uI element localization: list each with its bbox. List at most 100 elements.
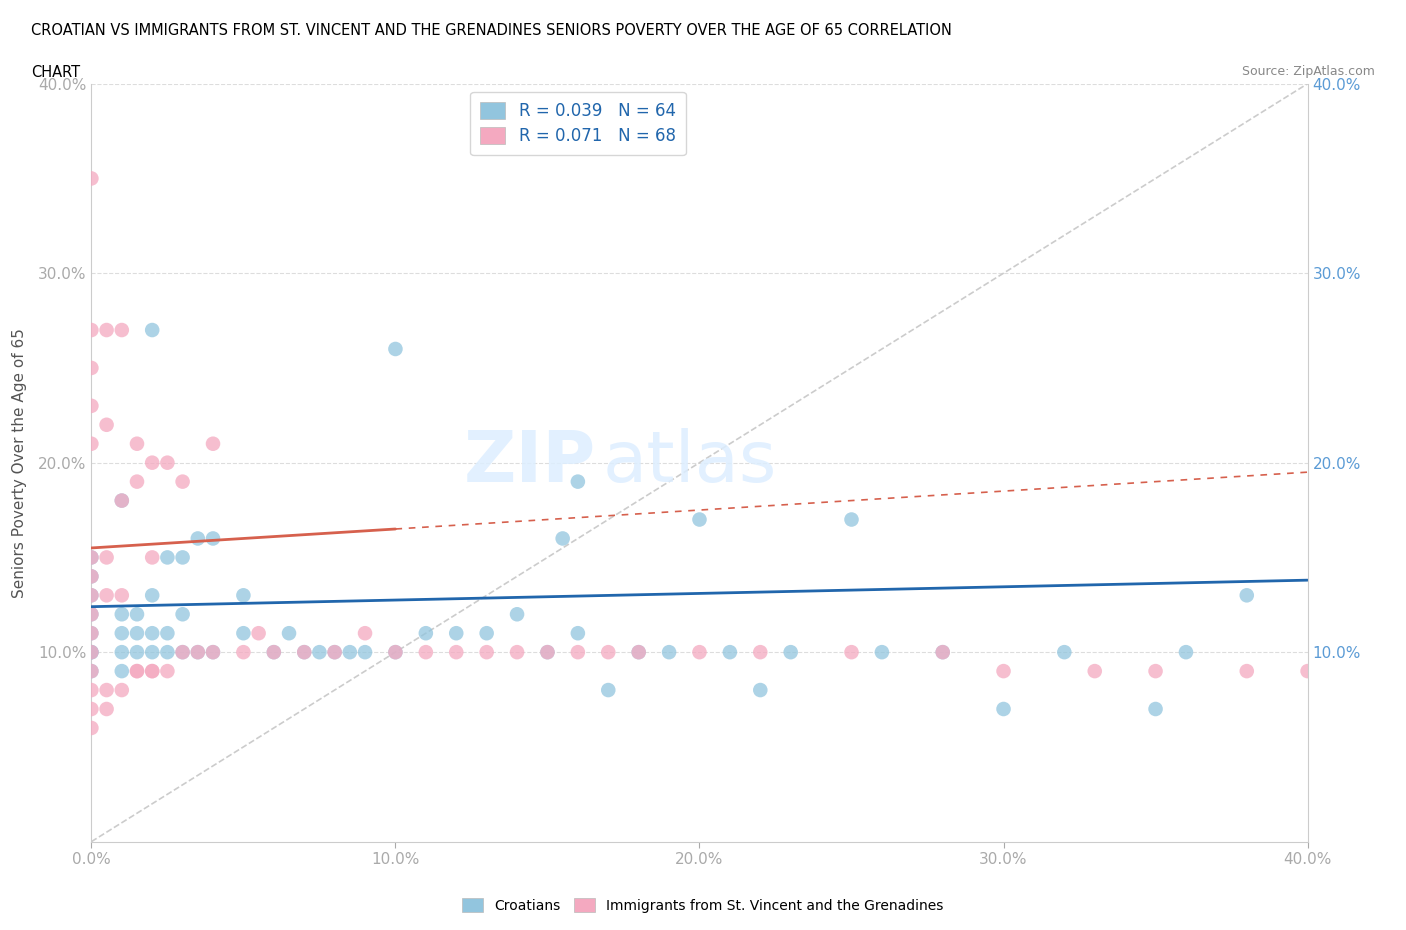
Point <box>339 644 361 659</box>
Point <box>172 607 194 622</box>
Point <box>80 607 103 622</box>
Point <box>718 644 741 659</box>
Point <box>308 644 330 659</box>
Point <box>292 644 315 659</box>
Text: Source: ZipAtlas.com: Source: ZipAtlas.com <box>1241 65 1375 78</box>
Point <box>247 626 270 641</box>
Point <box>263 644 285 659</box>
Point <box>232 644 254 659</box>
Point <box>111 493 134 508</box>
Point <box>263 644 285 659</box>
Point <box>323 644 346 659</box>
Point <box>156 456 179 471</box>
Point <box>111 683 134 698</box>
Point <box>627 644 650 659</box>
Point <box>278 626 301 641</box>
Legend: Croatians, Immigrants from St. Vincent and the Grenadines: Croatians, Immigrants from St. Vincent a… <box>457 893 949 919</box>
Point <box>598 683 620 698</box>
Point <box>141 664 163 679</box>
Point <box>536 644 558 659</box>
Point <box>415 644 437 659</box>
Point <box>749 683 772 698</box>
Point <box>80 588 103 603</box>
Point <box>627 644 650 659</box>
Point <box>475 626 498 641</box>
Point <box>80 626 103 641</box>
Text: CROATIAN VS IMMIGRANTS FROM ST. VINCENT AND THE GRENADINES SENIORS POVERTY OVER : CROATIAN VS IMMIGRANTS FROM ST. VINCENT … <box>31 23 952 38</box>
Point <box>779 644 801 659</box>
Point <box>80 323 103 338</box>
Point <box>1084 664 1107 679</box>
Point <box>1174 644 1197 659</box>
Point <box>598 644 620 659</box>
Point <box>187 531 209 546</box>
Point <box>172 550 194 565</box>
Point <box>80 644 103 659</box>
Point <box>841 644 863 659</box>
Point <box>1296 664 1319 679</box>
Point <box>1236 664 1258 679</box>
Point <box>80 701 103 716</box>
Legend: R = 0.039   N = 64, R = 0.071   N = 68: R = 0.039 N = 64, R = 0.071 N = 68 <box>470 92 686 155</box>
Text: ZIP: ZIP <box>464 428 596 498</box>
Point <box>993 664 1015 679</box>
Point <box>111 607 134 622</box>
Point <box>80 664 103 679</box>
Point <box>232 588 254 603</box>
Point <box>141 588 163 603</box>
Point <box>202 531 225 546</box>
Point <box>931 644 953 659</box>
Point <box>870 644 893 659</box>
Point <box>536 644 558 659</box>
Point <box>202 644 225 659</box>
Y-axis label: Seniors Poverty Over the Age of 65: Seniors Poverty Over the Age of 65 <box>11 327 27 598</box>
Point <box>187 644 209 659</box>
Point <box>80 550 103 565</box>
Point <box>292 644 315 659</box>
Point <box>1144 664 1167 679</box>
Point <box>96 701 118 716</box>
Point <box>96 550 118 565</box>
Point <box>384 644 406 659</box>
Point <box>993 701 1015 716</box>
Point <box>125 436 148 451</box>
Point <box>688 512 710 527</box>
Point <box>931 644 953 659</box>
Point <box>111 323 134 338</box>
Point <box>156 550 179 565</box>
Point <box>80 398 103 413</box>
Point <box>125 607 148 622</box>
Point <box>125 626 148 641</box>
Point <box>141 550 163 565</box>
Point <box>415 626 437 641</box>
Point <box>80 171 103 186</box>
Point <box>96 323 118 338</box>
Point <box>354 626 377 641</box>
Point <box>96 683 118 698</box>
Point <box>141 456 163 471</box>
Point <box>506 644 529 659</box>
Point <box>567 626 589 641</box>
Point <box>80 626 103 641</box>
Point <box>202 436 225 451</box>
Point <box>506 607 529 622</box>
Point <box>125 664 148 679</box>
Point <box>444 626 467 641</box>
Point <box>96 588 118 603</box>
Point <box>172 474 194 489</box>
Point <box>232 626 254 641</box>
Point <box>80 569 103 584</box>
Point <box>80 664 103 679</box>
Point <box>80 607 103 622</box>
Point <box>1236 588 1258 603</box>
Point <box>1144 701 1167 716</box>
Point <box>111 644 134 659</box>
Point <box>187 644 209 659</box>
Point <box>384 341 406 356</box>
Point <box>384 644 406 659</box>
Point <box>202 644 225 659</box>
Point <box>80 644 103 659</box>
Point <box>354 644 377 659</box>
Point <box>156 626 179 641</box>
Point <box>141 644 163 659</box>
